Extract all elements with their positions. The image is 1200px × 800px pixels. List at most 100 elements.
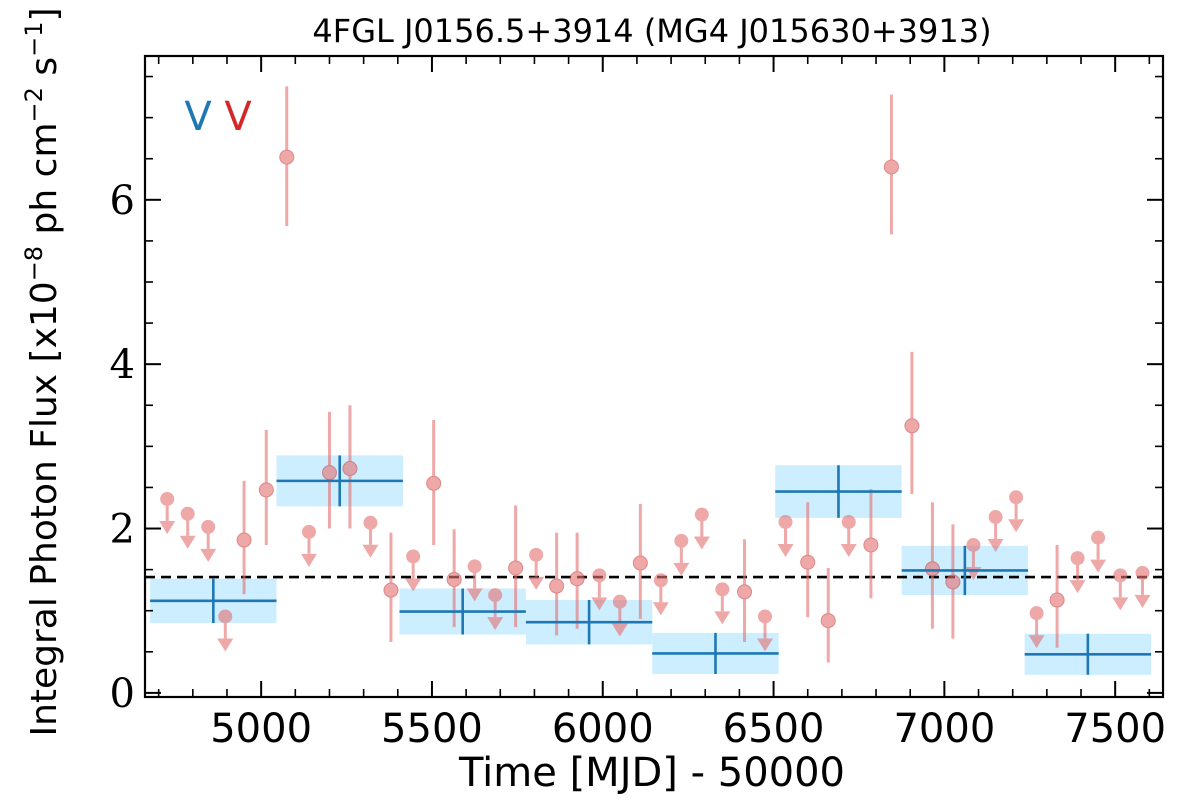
chart-title: 4FGL J0156.5+3914 (MG4 J015630+3913) (312, 12, 991, 50)
short-bin-point (820, 613, 836, 629)
upper-limit-arrow-head (1090, 559, 1107, 573)
upper-limit-marker (1113, 568, 1128, 583)
upper-limit-arrow-head (487, 617, 504, 631)
x-tick-label: 7500 (1064, 706, 1166, 752)
upper-limit-marker (694, 507, 709, 522)
upper-limit-marker (1009, 490, 1024, 505)
short-bin-point (904, 418, 920, 434)
upper-limit-marker (988, 510, 1003, 525)
x-axis-label: Time [MJD] - 50000 (458, 750, 845, 796)
x-tick-label: 7000 (893, 706, 995, 752)
y-tick-label: 4 (110, 342, 135, 388)
plot-area: V V 5000 5500 6000 6500 7000 7500 0 2 4 6 (110, 54, 1166, 752)
upper-limit-arrow-head (466, 588, 483, 602)
x-tick-label: 6000 (552, 706, 654, 752)
y-tick-label: 6 (110, 178, 135, 224)
upper-limit-marker (612, 594, 627, 609)
y-axis-label-exp3: −1 (20, 22, 48, 57)
upper-limit-marker (529, 547, 544, 562)
upper-limit-arrow-head (591, 597, 608, 611)
short-bin-point (863, 537, 879, 553)
upper-limit-marker (1135, 565, 1150, 580)
y-axis-label-text: Integral Photon Flux [x10 (24, 281, 65, 736)
short-bin-series (159, 86, 1151, 663)
y-axis-label-mid2: s (24, 57, 65, 87)
upper-limit-arrow-head (179, 535, 196, 549)
x-tick-label: 5000 (210, 706, 312, 752)
upper-limit-marker (778, 514, 793, 529)
short-bin-point (258, 482, 274, 498)
x-axis-ticks: 5000 5500 6000 6500 7000 7500 (157, 56, 1166, 752)
upper-limit-marker (841, 514, 856, 529)
short-bin-point (383, 582, 399, 598)
long-bin-series (150, 455, 1152, 675)
upper-limit-marker (653, 573, 668, 588)
y-axis-ticks: 0 2 4 6 (110, 75, 1163, 717)
y-tick-label: 0 (110, 671, 135, 717)
upper-limit-arrow-head (200, 548, 217, 562)
legend-mark: V (224, 94, 252, 140)
upper-limit-marker (1091, 530, 1106, 545)
upper-limit-arrow-head (714, 611, 731, 625)
upper-limit-marker (1029, 606, 1044, 621)
upper-limit-arrow-head (1069, 580, 1086, 594)
upper-limit-marker (715, 582, 730, 597)
upper-limit-marker (218, 609, 233, 624)
upper-limit-arrow-head (300, 553, 317, 567)
upper-limit-marker (180, 506, 195, 521)
y-axis-label-mid: ph cm (24, 122, 65, 245)
short-bin-point (883, 159, 899, 175)
upper-limit-arrow-head (362, 544, 379, 558)
short-bin-point (945, 574, 961, 590)
short-bin-point (924, 561, 940, 577)
short-bin-point (321, 465, 337, 481)
short-bin-point (632, 555, 648, 571)
upper-limit-arrow-head (217, 638, 234, 652)
y-axis-label-exp2: −2 (20, 87, 48, 122)
short-bin-point (426, 475, 442, 491)
upper-limit-arrow-head (159, 520, 176, 534)
upper-limit-arrow-head (777, 543, 794, 557)
short-bin-point (737, 584, 753, 600)
upper-limit-marker (966, 537, 981, 552)
upper-limit-arrow-head (673, 562, 690, 576)
upper-limit-marker (406, 549, 421, 564)
upper-limit-arrow-head (405, 578, 422, 592)
short-bin-point (446, 571, 462, 587)
x-tick-label: 5500 (381, 706, 483, 752)
upper-limit-arrow-head (693, 536, 710, 550)
upper-limit-arrow-head (1008, 519, 1025, 533)
upper-limit-marker (674, 533, 689, 548)
upper-limit-marker (488, 588, 503, 603)
y-axis-label-end: ] (24, 7, 65, 21)
upper-limit-marker (758, 609, 773, 624)
y-axis-label-exp: −8 (20, 246, 48, 281)
short-bin-point (800, 554, 816, 570)
short-bin-point (549, 578, 565, 594)
upper-limit-arrow-head (611, 623, 628, 637)
upper-limit-marker (363, 515, 378, 530)
short-bin-point (279, 149, 295, 165)
short-bin-point (236, 532, 252, 548)
short-bin-point (342, 461, 358, 477)
short-bin-point (508, 560, 524, 576)
upper-limit-arrow-head (987, 539, 1004, 553)
upper-limit-marker (201, 519, 216, 534)
upper-limit-marker (1070, 551, 1085, 566)
upper-limit-arrow-head (1134, 594, 1151, 608)
upper-limit-arrow-head (528, 576, 545, 590)
x-tick-label: 6500 (723, 706, 825, 752)
upper-limit-arrow-head (757, 638, 774, 652)
short-bin-point (569, 571, 585, 587)
plot-frame (143, 54, 1165, 699)
upper-limit-marker (160, 491, 175, 506)
y-axis-label: Integral Photon Flux [x10−8 ph cm−2 s−1] (20, 7, 65, 736)
upper-limit-arrow-head (840, 543, 857, 557)
long-bin-bands (150, 455, 1152, 675)
short-bin-point (1049, 592, 1065, 608)
upper-limit-arrow-head (652, 602, 669, 616)
upper-limit-marker (301, 524, 316, 539)
upper-limit-arrow-head (1028, 635, 1045, 649)
